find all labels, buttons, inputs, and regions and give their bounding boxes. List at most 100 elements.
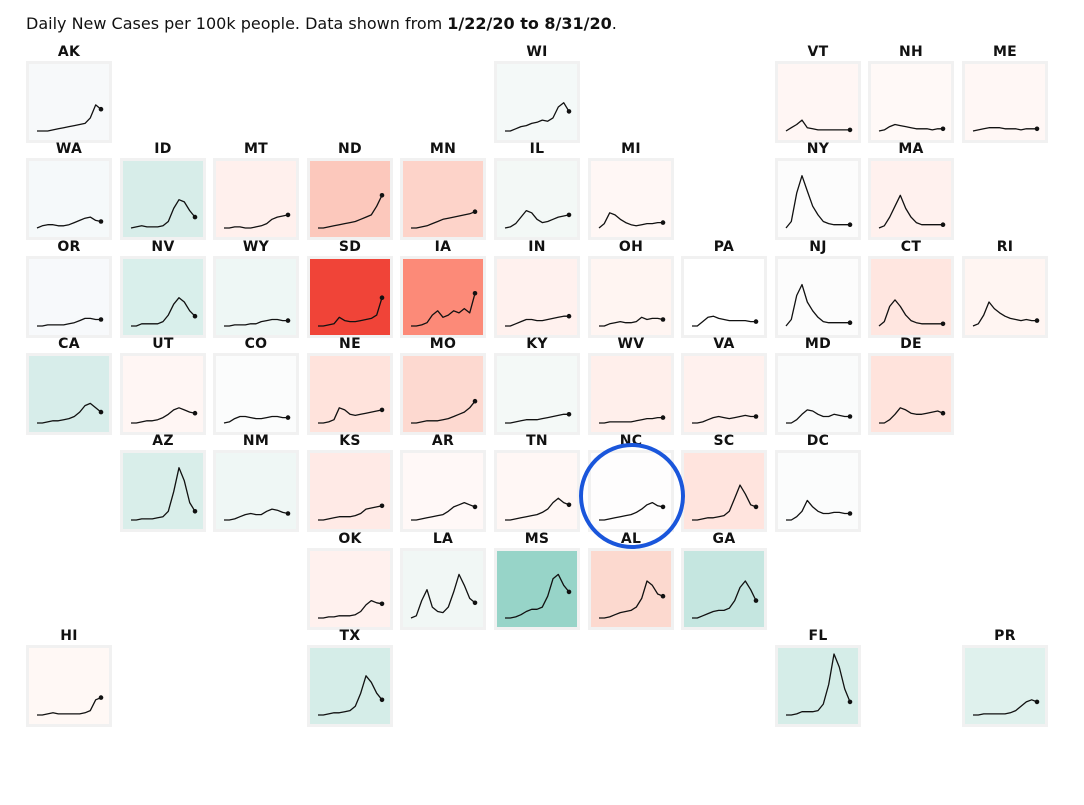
series-line-nv (131, 297, 196, 327)
state-tile-ga[interactable] (681, 548, 767, 630)
state-label-or: OR (57, 239, 81, 255)
state-tile-mn[interactable] (400, 158, 486, 240)
state-tile-mt[interactable] (213, 158, 299, 240)
state-tile-mi[interactable] (588, 158, 674, 240)
state-tile-wa[interactable] (26, 158, 112, 240)
sparkline-wi (505, 102, 572, 132)
state-tile-or[interactable] (26, 256, 112, 338)
state-tile-de[interactable] (868, 353, 954, 435)
end-point-va (753, 414, 759, 419)
series-line-pa (692, 315, 756, 327)
end-point-sd (379, 295, 385, 300)
series-line-hi (37, 696, 102, 716)
series-line-nd (318, 195, 383, 229)
state-tile-pa[interactable] (681, 256, 767, 338)
state-tile-pr[interactable] (962, 645, 1048, 727)
state-tile-ak[interactable] (26, 61, 112, 143)
state-tile-oh[interactable] (588, 256, 674, 338)
sparkline-mo (411, 398, 478, 424)
state-tile-ia[interactable] (400, 256, 486, 338)
state-tile-dc[interactable] (775, 450, 861, 532)
state-tile-ca[interactable] (26, 353, 112, 435)
state-tile-ky[interactable] (494, 353, 580, 435)
state-tile-wi[interactable] (494, 61, 580, 143)
sparkline-wa (36, 216, 104, 229)
state-tile-nj[interactable] (775, 256, 861, 338)
state-tile-id[interactable] (120, 158, 206, 240)
state-label-dc: DC (806, 433, 830, 449)
end-point-ga (753, 598, 759, 603)
end-point-ny (847, 222, 853, 227)
state-label-in: IN (528, 239, 546, 255)
state-label-la: LA (432, 531, 454, 547)
state-tile-ms[interactable] (494, 548, 580, 630)
state-tile-ny[interactable] (775, 158, 861, 240)
end-point-vt (847, 127, 853, 133)
state-tile-ct[interactable] (868, 256, 954, 338)
state-tile-va[interactable] (681, 353, 767, 435)
sparkline-nc (599, 501, 666, 521)
state-tile-ok[interactable] (307, 548, 393, 630)
state-tile-vt[interactable] (775, 61, 861, 143)
date-range: 1/22/20 to 8/31/20 (447, 14, 612, 33)
state-label-ak: AK (57, 44, 81, 60)
end-point-ok (379, 601, 385, 607)
state-tile-co[interactable] (213, 353, 299, 435)
state-tile-wv[interactable] (588, 353, 674, 435)
state-tile-ks[interactable] (307, 450, 393, 532)
state-tile-mo[interactable] (400, 353, 486, 435)
state-tile-nh[interactable] (868, 61, 954, 143)
sparkline-va (692, 414, 759, 424)
state-tile-nm[interactable] (213, 450, 299, 532)
state-tile-sd[interactable] (307, 256, 393, 338)
state-tile-nd[interactable] (307, 158, 393, 240)
state-label-nd: ND (338, 141, 362, 157)
end-point-pa (753, 319, 759, 324)
series-line-nj (785, 283, 850, 327)
state-label-mt: MT (243, 141, 269, 157)
state-tile-ar[interactable] (400, 450, 486, 532)
state-label-de: DE (900, 336, 922, 352)
series-line-al (599, 580, 664, 619)
end-point-sc (753, 504, 759, 510)
series-line-va (692, 414, 756, 424)
state-tile-ne[interactable] (307, 353, 393, 435)
state-tile-hi[interactable] (26, 645, 112, 727)
series-line-pr (973, 699, 1038, 716)
series-line-dc (786, 499, 850, 521)
sparkline-mi (598, 212, 666, 229)
state-tile-tn[interactable] (494, 450, 580, 532)
state-tile-in[interactable] (494, 256, 580, 338)
state-tile-fl[interactable] (775, 645, 861, 727)
state-tile-me[interactable] (962, 61, 1048, 143)
state-tile-nv[interactable] (120, 256, 206, 338)
state-label-tn: TN (526, 433, 548, 449)
end-point-nc (660, 504, 666, 510)
series-line-or (37, 317, 101, 327)
end-point-de (940, 410, 946, 416)
state-tile-ma[interactable] (868, 158, 954, 240)
state-tile-il[interactable] (494, 158, 580, 240)
sparkline-mn (411, 209, 478, 229)
series-line-md (786, 409, 850, 424)
state-tile-sc[interactable] (681, 450, 767, 532)
end-point-tn (566, 502, 572, 508)
state-tile-az[interactable] (120, 450, 206, 532)
sparkline-dc (786, 499, 853, 521)
state-tile-al[interactable] (588, 548, 674, 630)
sparkline-ky (505, 412, 572, 424)
end-point-or (98, 317, 104, 322)
state-tile-nc[interactable] (588, 450, 674, 532)
state-tile-ut[interactable] (120, 353, 206, 435)
sparkline-wv (599, 415, 666, 424)
series-line-az (131, 467, 196, 521)
state-tile-la[interactable] (400, 548, 486, 630)
sparkline-ia (411, 291, 478, 327)
state-tile-md[interactable] (775, 353, 861, 435)
state-label-sd: SD (338, 239, 362, 255)
state-tile-tx[interactable] (307, 645, 393, 727)
state-tile-ri[interactable] (962, 256, 1048, 338)
sparkline-id (130, 199, 198, 229)
state-label-nj: NJ (809, 239, 827, 255)
state-tile-wy[interactable] (213, 256, 299, 338)
